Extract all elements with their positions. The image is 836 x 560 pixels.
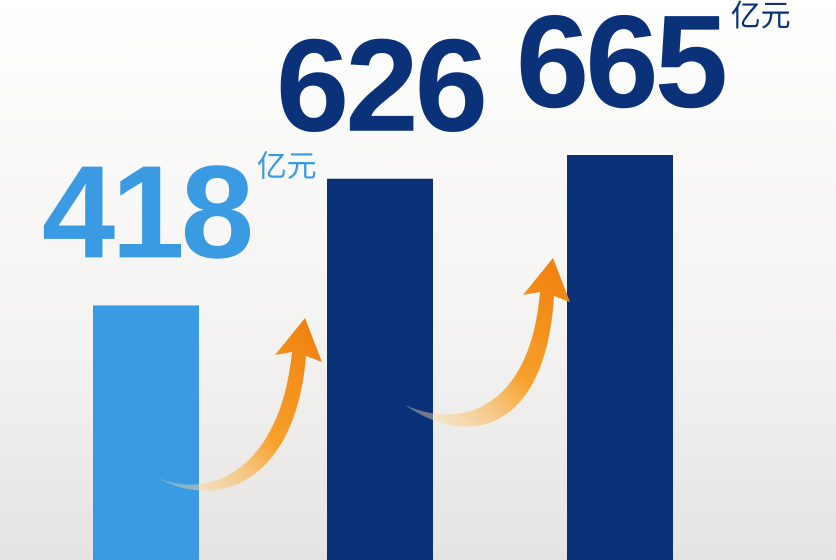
unit-label: 亿元 xyxy=(257,149,317,184)
arrow xyxy=(405,258,570,427)
arrow xyxy=(158,318,322,491)
value-label: 418 xyxy=(42,138,251,285)
unit-label: 亿元 xyxy=(731,0,791,34)
value-label: 626 xyxy=(276,12,484,159)
value-label: 665 xyxy=(516,0,725,135)
bar xyxy=(327,178,433,560)
bar xyxy=(93,305,199,560)
bar xyxy=(567,155,673,560)
